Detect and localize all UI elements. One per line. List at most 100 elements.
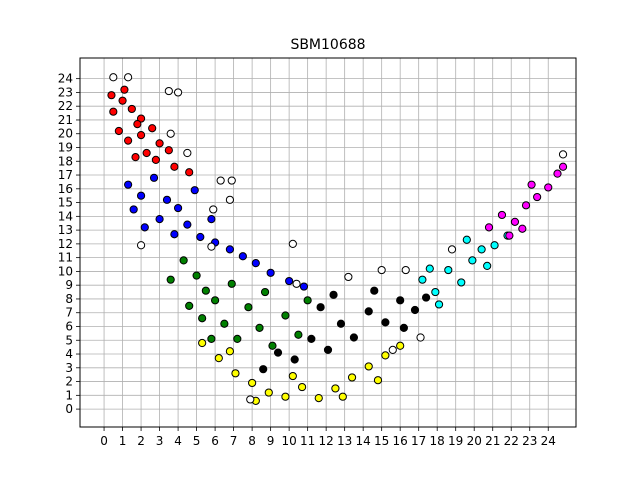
y-tick-label: 1 bbox=[65, 388, 73, 402]
x-tick-label: 20 bbox=[467, 434, 482, 448]
data-point bbox=[416, 333, 425, 342]
y-tick-label: 12 bbox=[58, 237, 73, 251]
data-point bbox=[421, 293, 431, 302]
data-point bbox=[207, 334, 216, 343]
data-point bbox=[316, 303, 325, 312]
data-point bbox=[396, 341, 405, 350]
data-point bbox=[227, 279, 236, 288]
x-tick-label: 16 bbox=[393, 434, 408, 448]
data-point bbox=[129, 205, 138, 214]
data-point bbox=[497, 210, 507, 220]
data-points bbox=[107, 73, 568, 405]
data-point bbox=[140, 223, 149, 232]
data-point bbox=[331, 384, 340, 393]
data-point bbox=[198, 314, 207, 323]
data-point bbox=[196, 232, 205, 242]
data-point bbox=[425, 264, 434, 273]
data-point bbox=[373, 376, 383, 385]
x-tick-label: 7 bbox=[230, 434, 238, 448]
y-tick-label: 6 bbox=[65, 319, 73, 333]
x-tick-label: 11 bbox=[300, 434, 315, 448]
data-point bbox=[288, 239, 297, 248]
plot-frame bbox=[79, 57, 577, 428]
data-point bbox=[207, 242, 216, 251]
data-point bbox=[388, 345, 397, 354]
data-point bbox=[344, 272, 353, 282]
data-point bbox=[553, 169, 562, 178]
y-tick-label: 17 bbox=[58, 168, 73, 182]
y-tick-label: 21 bbox=[58, 113, 73, 127]
data-point bbox=[124, 73, 133, 82]
data-point bbox=[207, 214, 216, 224]
data-point bbox=[216, 176, 225, 185]
data-point bbox=[201, 286, 210, 295]
y-tick-label: 4 bbox=[65, 347, 73, 361]
data-point bbox=[410, 305, 420, 315]
data-point bbox=[396, 296, 405, 305]
data-point bbox=[209, 205, 218, 214]
data-point bbox=[131, 153, 140, 162]
data-point bbox=[259, 365, 268, 374]
data-point bbox=[136, 114, 146, 123]
data-point bbox=[124, 136, 133, 145]
data-point bbox=[510, 217, 520, 226]
data-point bbox=[418, 275, 427, 284]
data-point bbox=[120, 85, 129, 94]
y-tick-label: 14 bbox=[58, 209, 73, 223]
data-point bbox=[248, 378, 257, 388]
y-tick-label: 19 bbox=[58, 140, 73, 154]
data-point bbox=[225, 195, 235, 204]
y-tick-label: 22 bbox=[58, 99, 73, 113]
data-point bbox=[558, 150, 568, 159]
data-point bbox=[155, 139, 164, 148]
data-point bbox=[338, 392, 347, 401]
data-point bbox=[225, 347, 235, 356]
data-point bbox=[231, 369, 240, 378]
data-point bbox=[434, 300, 444, 309]
data-point bbox=[431, 287, 440, 297]
data-point bbox=[170, 230, 179, 239]
data-point bbox=[109, 107, 118, 116]
data-point bbox=[558, 162, 568, 171]
y-tick-label: 0 bbox=[65, 402, 73, 416]
y-tick-label: 7 bbox=[65, 306, 73, 320]
data-point bbox=[336, 319, 346, 328]
x-tick-label: 6 bbox=[211, 434, 219, 448]
axes: 0 1 2 3 4 5 6 7 8 9 10 11 12 13 14 15 16 17 18 19 20 21 22 23 24… bbox=[58, 57, 577, 448]
data-point bbox=[329, 290, 338, 299]
data-point bbox=[166, 129, 175, 138]
data-point bbox=[155, 214, 164, 224]
data-point bbox=[544, 183, 553, 192]
data-point bbox=[381, 351, 390, 360]
data-point bbox=[281, 392, 290, 401]
data-point bbox=[457, 278, 466, 287]
data-point bbox=[377, 265, 386, 275]
x-tick-label: 13 bbox=[337, 434, 352, 448]
data-point bbox=[214, 354, 223, 363]
data-point bbox=[370, 286, 379, 295]
data-point bbox=[266, 268, 275, 277]
y-tick-label: 18 bbox=[58, 154, 73, 168]
x-tick-label: 12 bbox=[319, 434, 334, 448]
x-tick-label: 2 bbox=[137, 434, 145, 448]
data-point bbox=[118, 96, 127, 105]
data-point bbox=[148, 124, 157, 133]
data-point bbox=[349, 333, 359, 342]
data-point bbox=[297, 382, 307, 392]
y-tick-label: 20 bbox=[58, 127, 73, 141]
data-point bbox=[260, 287, 270, 297]
data-point bbox=[447, 245, 457, 254]
data-point bbox=[227, 176, 236, 185]
y-tick-label: 5 bbox=[65, 333, 73, 347]
x-tick-label: 19 bbox=[448, 434, 463, 448]
x-tick-label: 5 bbox=[193, 434, 201, 448]
data-point bbox=[173, 88, 183, 97]
data-point bbox=[238, 252, 247, 261]
y-tick-label: 16 bbox=[58, 182, 73, 196]
x-tick-label: 23 bbox=[522, 434, 537, 448]
y-tick-label: 9 bbox=[65, 278, 73, 292]
data-point bbox=[314, 393, 323, 403]
data-point bbox=[323, 345, 333, 354]
data-point bbox=[477, 245, 486, 254]
